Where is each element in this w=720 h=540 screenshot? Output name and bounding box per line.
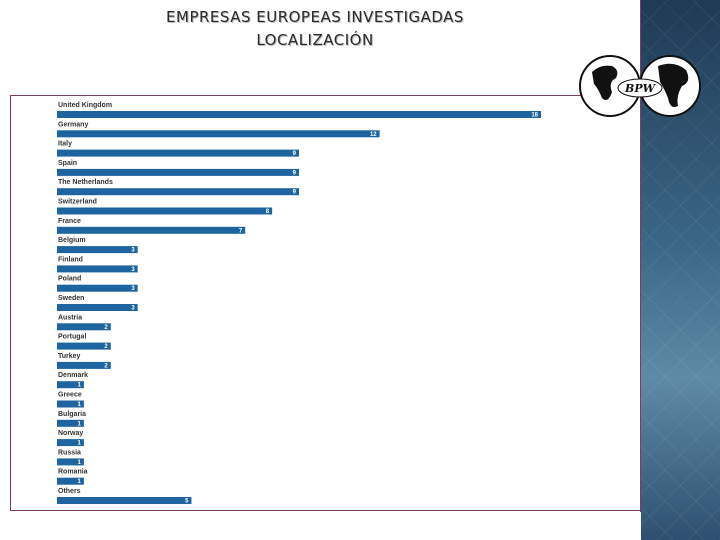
bar — [57, 439, 84, 447]
category-label: Belgium — [58, 237, 86, 244]
bar — [57, 342, 111, 350]
bar-value-label: 5 — [185, 499, 189, 505]
bar-value-label: 2 — [104, 344, 108, 350]
bar-value-label: 3 — [131, 306, 135, 312]
globe-right-landmass — [658, 63, 689, 107]
bar-value-label: 7 — [239, 228, 243, 234]
bar — [57, 304, 138, 311]
category-label: Romania — [58, 469, 88, 476]
category-label: United Kingdom — [58, 102, 112, 109]
category-label: Sweden — [58, 295, 84, 302]
category-label: Russia — [58, 449, 81, 456]
bar — [57, 226, 246, 234]
bar-value-label: 9 — [293, 170, 297, 176]
bar — [57, 361, 111, 369]
category-label: Others — [58, 488, 81, 495]
bar — [57, 188, 299, 196]
bar-value-label: 3 — [131, 248, 135, 254]
page-subtitle: LOCALIZACIÓN — [256, 31, 374, 49]
bar — [57, 400, 84, 408]
bar — [57, 130, 380, 138]
page-title: EMPRESAS EUROPEAS INVESTIGADAS — [166, 8, 464, 26]
bar-value-label: 8 — [266, 209, 270, 215]
bar-value-label: 9 — [293, 190, 297, 196]
bar-value-label: 2 — [104, 363, 108, 369]
category-label: Spain — [58, 160, 77, 167]
bar-value-label: 1 — [78, 421, 82, 427]
bar-value-label: 3 — [131, 267, 135, 273]
bar — [57, 477, 84, 485]
category-label: Poland — [58, 276, 81, 283]
bar — [57, 458, 84, 466]
category-label: Austria — [58, 314, 82, 321]
bar-value-label: 1 — [78, 460, 82, 466]
bar-value-label: 1 — [78, 402, 82, 408]
category-label: Greece — [58, 392, 82, 399]
category-label: Bulgaria — [58, 411, 86, 418]
logo-text: BPW — [624, 82, 657, 95]
bar-chart: United Kingdom18Germany12Italy9Spain9The… — [57, 102, 541, 505]
bar-value-label: 1 — [78, 383, 82, 389]
category-label: Denmark — [58, 372, 88, 379]
bar — [57, 246, 138, 254]
bar — [57, 111, 541, 118]
bar-value-label: 1 — [78, 441, 82, 447]
bar — [57, 265, 138, 273]
bar — [57, 323, 111, 331]
bpw-globe-logo: BPW — [579, 55, 701, 117]
category-label: France — [58, 218, 81, 225]
category-label: Finland — [58, 256, 83, 263]
bar — [57, 381, 84, 389]
category-label: Portugal — [58, 334, 86, 341]
frame-right-border — [640, 0, 641, 512]
bar — [57, 168, 299, 176]
chart-frame — [10, 95, 641, 511]
category-label: Italy — [58, 141, 72, 148]
bar — [57, 419, 84, 427]
bar-value-label: 9 — [293, 151, 297, 157]
category-label: The Netherlands — [58, 179, 113, 186]
category-label: Germany — [58, 121, 88, 128]
bar — [57, 497, 192, 504]
bar-value-label: 12 — [370, 132, 377, 138]
bar-value-label: 3 — [131, 286, 135, 292]
category-label: Switzerland — [58, 199, 97, 206]
bar — [57, 207, 273, 215]
bar-value-label: 1 — [78, 479, 82, 485]
bar-value-label: 18 — [531, 113, 538, 119]
bar-value-label: 2 — [104, 325, 108, 331]
logo-text-ring — [617, 78, 663, 98]
bar — [57, 284, 138, 292]
bar — [57, 149, 299, 157]
category-label: Norway — [58, 430, 83, 437]
globe-left-landmass — [592, 65, 618, 100]
category-label: Turkey — [58, 353, 81, 360]
